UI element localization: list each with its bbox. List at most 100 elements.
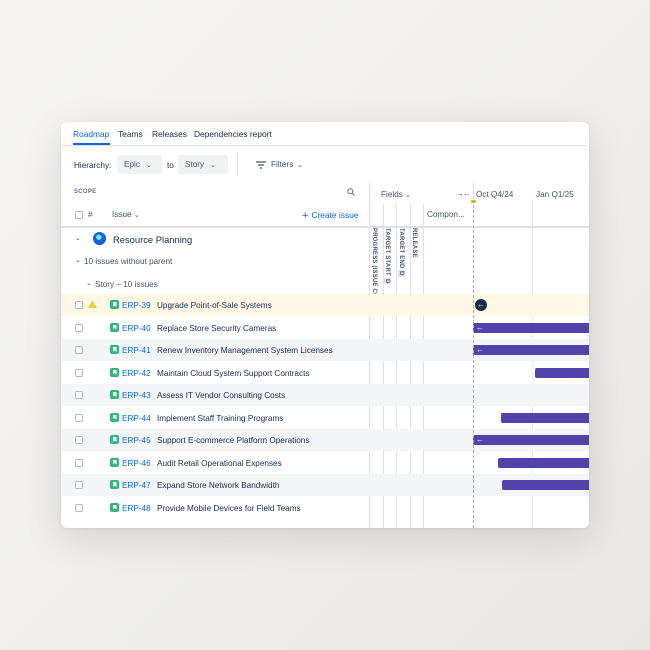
issue-key[interactable]: ERP-42 xyxy=(122,368,151,378)
target-start-column-header[interactable]: TARGET START D xyxy=(384,228,390,285)
issue-summary[interactable]: Assess IT Vendor Consulting Costs xyxy=(157,391,286,400)
issue-key[interactable]: ERP-46 xyxy=(122,458,151,468)
timeline-bar[interactable]: ← xyxy=(473,345,589,355)
issue-key[interactable]: ERP-41 xyxy=(122,346,151,355)
timeline-bar[interactable] xyxy=(501,412,589,423)
issue-summary[interactable]: Replace Store Security Cameras xyxy=(157,323,277,333)
table-row[interactable]: ERP-39 Upgrade Point-of-Sale Systems xyxy=(61,294,589,316)
issue-summary[interactable]: Maintain Cloud System Support Contracts xyxy=(157,368,310,378)
chevron-down-icon[interactable]: ⌄ xyxy=(75,257,81,264)
row-checkbox[interactable] xyxy=(75,458,83,467)
components-cell[interactable] xyxy=(423,452,473,474)
components-cell[interactable] xyxy=(423,317,473,339)
table-row[interactable]: ERP-40 Replace Store Security Cameras ← xyxy=(61,317,589,339)
toolbar-divider xyxy=(237,152,238,176)
components-cell[interactable] xyxy=(423,497,473,519)
timeline-quarter-q1: Jan Q1/25 xyxy=(536,190,574,199)
issue-summary[interactable]: Upgrade Point-of-Sale Systems xyxy=(157,301,272,310)
project-avatar xyxy=(93,232,106,245)
fields-cell xyxy=(369,407,423,429)
hierarchy-from-select[interactable]: Epic ⌄ xyxy=(117,155,162,174)
timeline-bar[interactable] xyxy=(535,367,589,378)
table-row[interactable]: ERP-41 Renew Inventory Management System … xyxy=(61,339,589,361)
issue-key[interactable]: ERP-47 xyxy=(122,481,151,490)
issue-cell[interactable] xyxy=(61,384,369,406)
table-row[interactable]: ERP-45 Support E-commerce Platform Operat… xyxy=(61,429,589,451)
tab-roadmap[interactable]: Roadmap xyxy=(73,129,110,139)
timeline-bar[interactable] xyxy=(502,480,589,490)
timeline-bar[interactable]: ← xyxy=(473,322,589,333)
issue-cell[interactable] xyxy=(61,474,369,496)
row-checkbox[interactable] xyxy=(75,368,83,377)
tab-dependencies-report[interactable]: Dependencies report xyxy=(194,129,272,139)
field-column-line xyxy=(423,204,424,528)
row-checkbox[interactable] xyxy=(75,301,83,309)
components-cell[interactable] xyxy=(423,362,473,384)
issue-key[interactable]: ERP-39 xyxy=(122,301,151,310)
issue-summary[interactable]: Renew Inventory Management System Licens… xyxy=(157,346,333,355)
components-cell[interactable] xyxy=(423,339,473,361)
progress-column-header[interactable]: PROGRESS (ISSUE COUNT) xyxy=(371,228,377,314)
search-icon[interactable] xyxy=(347,188,355,196)
table-row[interactable]: ERP-48 Provide Mobile Devices for Field T… xyxy=(61,497,589,519)
row-checkbox[interactable] xyxy=(75,503,83,512)
fields-cell xyxy=(369,339,423,361)
hierarchy-from-value: Epic xyxy=(124,160,140,169)
fields-dropdown[interactable]: Fields ⌄ xyxy=(381,190,411,199)
tab-teams[interactable]: Teams xyxy=(118,129,143,139)
issue-key[interactable]: ERP-43 xyxy=(122,391,151,400)
issue-column-header[interactable]: Issue ⌄ xyxy=(112,210,140,219)
row-checkbox[interactable] xyxy=(75,413,83,422)
issue-key[interactable]: ERP-45 xyxy=(122,436,151,445)
row-checkbox[interactable] xyxy=(75,323,83,332)
story-group[interactable]: Story – 10 issues xyxy=(95,280,158,289)
components-cell[interactable] xyxy=(423,384,473,406)
issue-summary[interactable]: Provide Mobile Devices for Field Teams xyxy=(157,503,301,513)
target-end-column-header[interactable]: TARGET END D xyxy=(398,228,404,277)
components-cell[interactable] xyxy=(423,474,473,496)
issue-key[interactable]: ERP-48 xyxy=(122,503,151,513)
story-icon xyxy=(110,367,119,377)
timeline-bar[interactable]: ← xyxy=(473,435,589,445)
row-checkbox[interactable] xyxy=(75,436,83,444)
chevron-down-icon: ⌄ xyxy=(145,162,152,169)
issue-key[interactable]: ERP-44 xyxy=(122,413,151,423)
row-checkbox[interactable] xyxy=(75,391,83,399)
select-all-checkbox[interactable] xyxy=(75,211,83,219)
table-row[interactable]: ERP-44 Implement Staff Training Programs xyxy=(61,407,589,429)
table-row[interactable]: ERP-42 Maintain Cloud System Support Cont… xyxy=(61,362,589,384)
tab-releases[interactable]: Releases xyxy=(152,129,187,139)
filters-button[interactable]: Filters ⌄ xyxy=(256,160,303,169)
create-issue-button[interactable]: + Create issue xyxy=(302,210,358,222)
timeline-bar[interactable] xyxy=(498,457,589,468)
issue-summary[interactable]: Audit Retail Operational Expenses xyxy=(157,458,282,468)
chevron-down-icon[interactable]: ⌄ xyxy=(86,280,92,287)
timeline-cell[interactable] xyxy=(473,384,589,406)
story-icon xyxy=(110,345,119,354)
issue-summary[interactable]: Expand Store Network Bandwidth xyxy=(157,481,280,490)
issue-cell[interactable] xyxy=(61,294,369,316)
table-row[interactable]: ERP-47 Expand Store Network Bandwidth xyxy=(61,474,589,496)
expand-fields-icon[interactable]: →← xyxy=(456,189,471,198)
components-cell[interactable] xyxy=(423,294,473,316)
schedule-marker[interactable] xyxy=(475,298,487,311)
table-row[interactable]: ERP-46 Audit Retail Operational Expenses xyxy=(61,452,589,474)
no-parent-group[interactable]: 10 issues without parent xyxy=(84,257,173,266)
row-checkbox[interactable] xyxy=(75,481,83,489)
release-column-header[interactable]: RELEASE xyxy=(411,228,417,258)
issue-key[interactable]: ERP-40 xyxy=(122,323,151,333)
chevron-down-icon[interactable]: ⌄ xyxy=(75,235,81,242)
components-cell[interactable] xyxy=(423,429,473,451)
issue-summary[interactable]: Support E-commerce Platform Operations xyxy=(157,436,310,445)
issue-cell[interactable] xyxy=(61,339,369,361)
hierarchy-to-select[interactable]: Story ⌄ xyxy=(178,155,228,174)
timeline-cell[interactable] xyxy=(473,497,589,519)
components-cell[interactable] xyxy=(423,407,473,429)
issue-summary[interactable]: Implement Staff Training Programs xyxy=(157,413,284,423)
timeline-cell[interactable] xyxy=(473,294,589,316)
warning-icon[interactable] xyxy=(88,300,97,308)
issue-cell[interactable] xyxy=(61,429,369,451)
row-checkbox[interactable] xyxy=(75,346,83,354)
components-column-header[interactable]: Compon... xyxy=(427,210,465,219)
table-row[interactable]: ERP-43 Assess IT Vendor Consulting Costs xyxy=(61,384,589,406)
